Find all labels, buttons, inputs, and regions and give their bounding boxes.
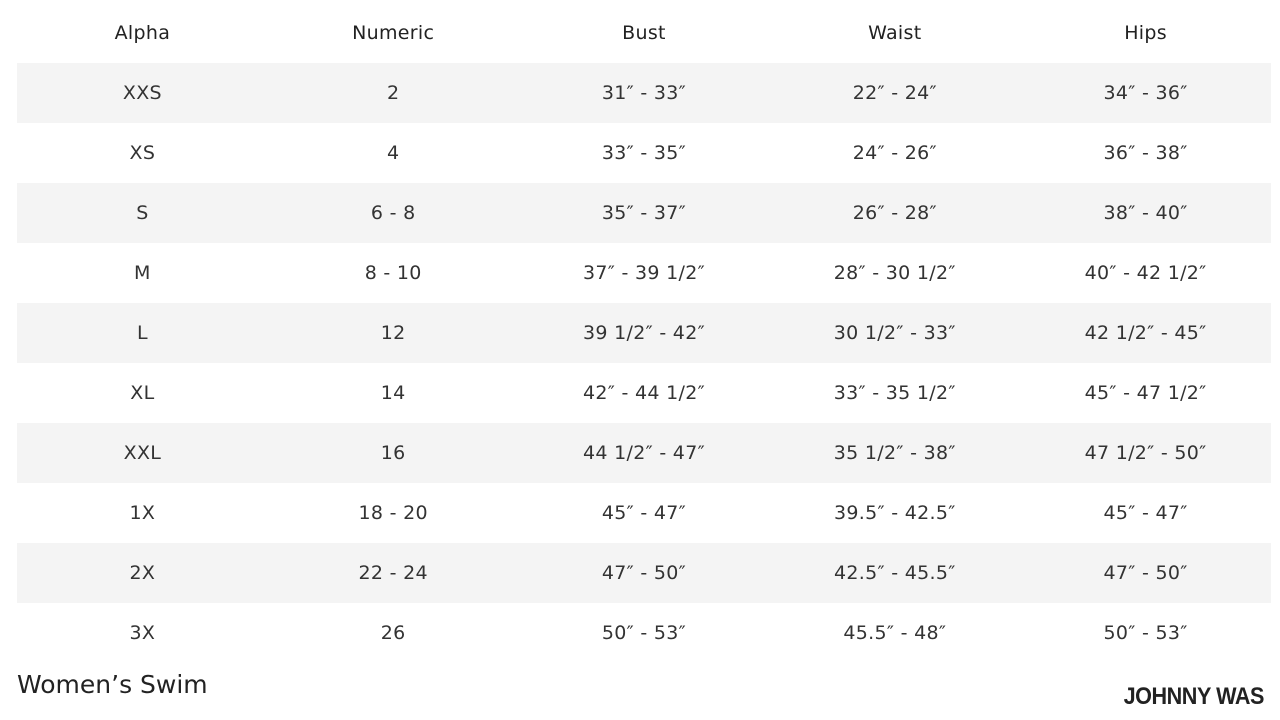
- column-header-bust: Bust: [622, 22, 666, 44]
- cell-alpha: S: [136, 202, 149, 224]
- table-row: XS 4 33″ - 35″ 24″ - 26″ 36″ - 38″: [17, 123, 1271, 183]
- cell-numeric: 18 - 20: [358, 502, 428, 524]
- table-row: 2X 22 - 24 47″ - 50″ 42.5″ - 45.5″ 47″ - 50″: [17, 543, 1271, 603]
- cell-waist: 26″ - 28″: [852, 202, 937, 224]
- cell-alpha: 2X: [129, 562, 156, 584]
- column-header-alpha: Alpha: [114, 22, 171, 44]
- brand-logo: JOHNNY WAS: [1123, 683, 1265, 710]
- cell-bust: 39 1/2″ - 42″: [582, 322, 705, 344]
- cell-numeric: 26: [380, 622, 406, 644]
- table-row: 3X 26 50″ - 53″ 45.5″ - 48″ 50″ - 53″: [17, 603, 1271, 663]
- cell-bust: 35″ - 37″: [601, 202, 687, 224]
- cell-numeric: 2: [387, 82, 400, 104]
- cell-hips: 36″ - 38″: [1103, 142, 1188, 164]
- column-header-hips: Hips: [1124, 22, 1167, 44]
- cell-bust: 45″ - 47″: [601, 502, 687, 524]
- cell-hips: 47 1/2″ - 50″: [1084, 442, 1207, 464]
- cell-alpha: 1X: [129, 502, 156, 524]
- table-row: M 8 - 10 37″ - 39 1/2″ 28″ - 30 1/2″ 40″ - 4…: [17, 243, 1271, 303]
- table-row: XXL 16 44 1/2″ - 47″ 35 1/2″ - 38″ 47 1/2″ -…: [17, 423, 1271, 483]
- cell-hips: 40″ - 42 1/2″: [1084, 262, 1207, 284]
- cell-numeric: 22 - 24: [358, 562, 428, 584]
- cell-waist: 42.5″ - 45.5″: [833, 562, 956, 584]
- cell-waist: 30 1/2″ - 33″: [833, 322, 956, 344]
- cell-waist: 24″ - 26″: [852, 142, 937, 164]
- cell-numeric: 4: [387, 142, 400, 164]
- cell-hips: 47″ - 50″: [1103, 562, 1188, 584]
- table-row: S 6 - 8 35″ - 37″ 26″ - 28″ 38″ - 40″: [17, 183, 1271, 243]
- column-header-numeric: Numeric: [352, 22, 435, 44]
- cell-waist: 22″ - 24″: [852, 82, 937, 104]
- cell-hips: 50″ - 53″: [1103, 622, 1188, 644]
- cell-hips: 42 1/2″ - 45″: [1084, 322, 1207, 344]
- table-row: L 12 39 1/2″ - 42″ 30 1/2″ - 33″ 42 1/2″ - 4…: [17, 303, 1271, 363]
- cell-waist: 39.5″ - 42.5″: [833, 502, 956, 524]
- cell-alpha: XS: [129, 142, 156, 164]
- cell-bust: 42″ - 44 1/2″: [582, 382, 705, 404]
- cell-waist: 33″ - 35 1/2″: [833, 382, 956, 404]
- size-chart-table: Alpha Numeric Bust Waist Hips XXS 2 31″ - 33″ 2…: [17, 3, 1271, 663]
- cell-alpha: 3X: [129, 622, 156, 644]
- cell-bust: 33″ - 35″: [601, 142, 687, 164]
- cell-alpha: XL: [130, 382, 155, 404]
- cell-hips: 38″ - 40″: [1103, 202, 1188, 224]
- table-row: 1X 18 - 20 45″ - 47″ 39.5″ - 42.5″ 45″ - 47″: [17, 483, 1271, 543]
- cell-alpha: XXS: [122, 82, 162, 104]
- cell-bust: 31″ - 33″: [601, 82, 687, 104]
- cell-alpha: M: [134, 262, 151, 284]
- cell-bust: 47″ - 50″: [601, 562, 687, 584]
- cell-numeric: 6 - 8: [370, 202, 416, 224]
- cell-numeric: 14: [380, 382, 406, 404]
- cell-numeric: 16: [380, 442, 406, 464]
- cell-hips: 45″ - 47″: [1103, 502, 1188, 524]
- cell-waist: 28″ - 30 1/2″: [833, 262, 956, 284]
- cell-bust: 50″ - 53″: [601, 622, 687, 644]
- cell-bust: 44 1/2″ - 47″: [582, 442, 705, 464]
- cell-hips: 34″ - 36″: [1103, 82, 1188, 104]
- cell-bust: 37″ - 39 1/2″: [582, 262, 705, 284]
- cell-waist: 45.5″ - 48″: [843, 622, 947, 644]
- cell-numeric: 12: [380, 322, 406, 344]
- column-header-waist: Waist: [868, 22, 922, 44]
- cell-numeric: 8 - 10: [364, 262, 422, 284]
- cell-alpha: L: [136, 322, 148, 344]
- cell-alpha: XXL: [123, 442, 162, 464]
- cell-waist: 35 1/2″ - 38″: [833, 442, 956, 464]
- table-row: XXS 2 31″ - 33″ 22″ - 24″ 34″ - 36″: [17, 63, 1271, 123]
- chart-title: Women’s Swim: [17, 670, 208, 699]
- table-row: XL 14 42″ - 44 1/2″ 33″ - 35 1/2″ 45″ - 47 1…: [17, 363, 1271, 423]
- cell-hips: 45″ - 47 1/2″: [1084, 382, 1207, 404]
- header-row: Alpha Numeric Bust Waist Hips: [17, 3, 1271, 63]
